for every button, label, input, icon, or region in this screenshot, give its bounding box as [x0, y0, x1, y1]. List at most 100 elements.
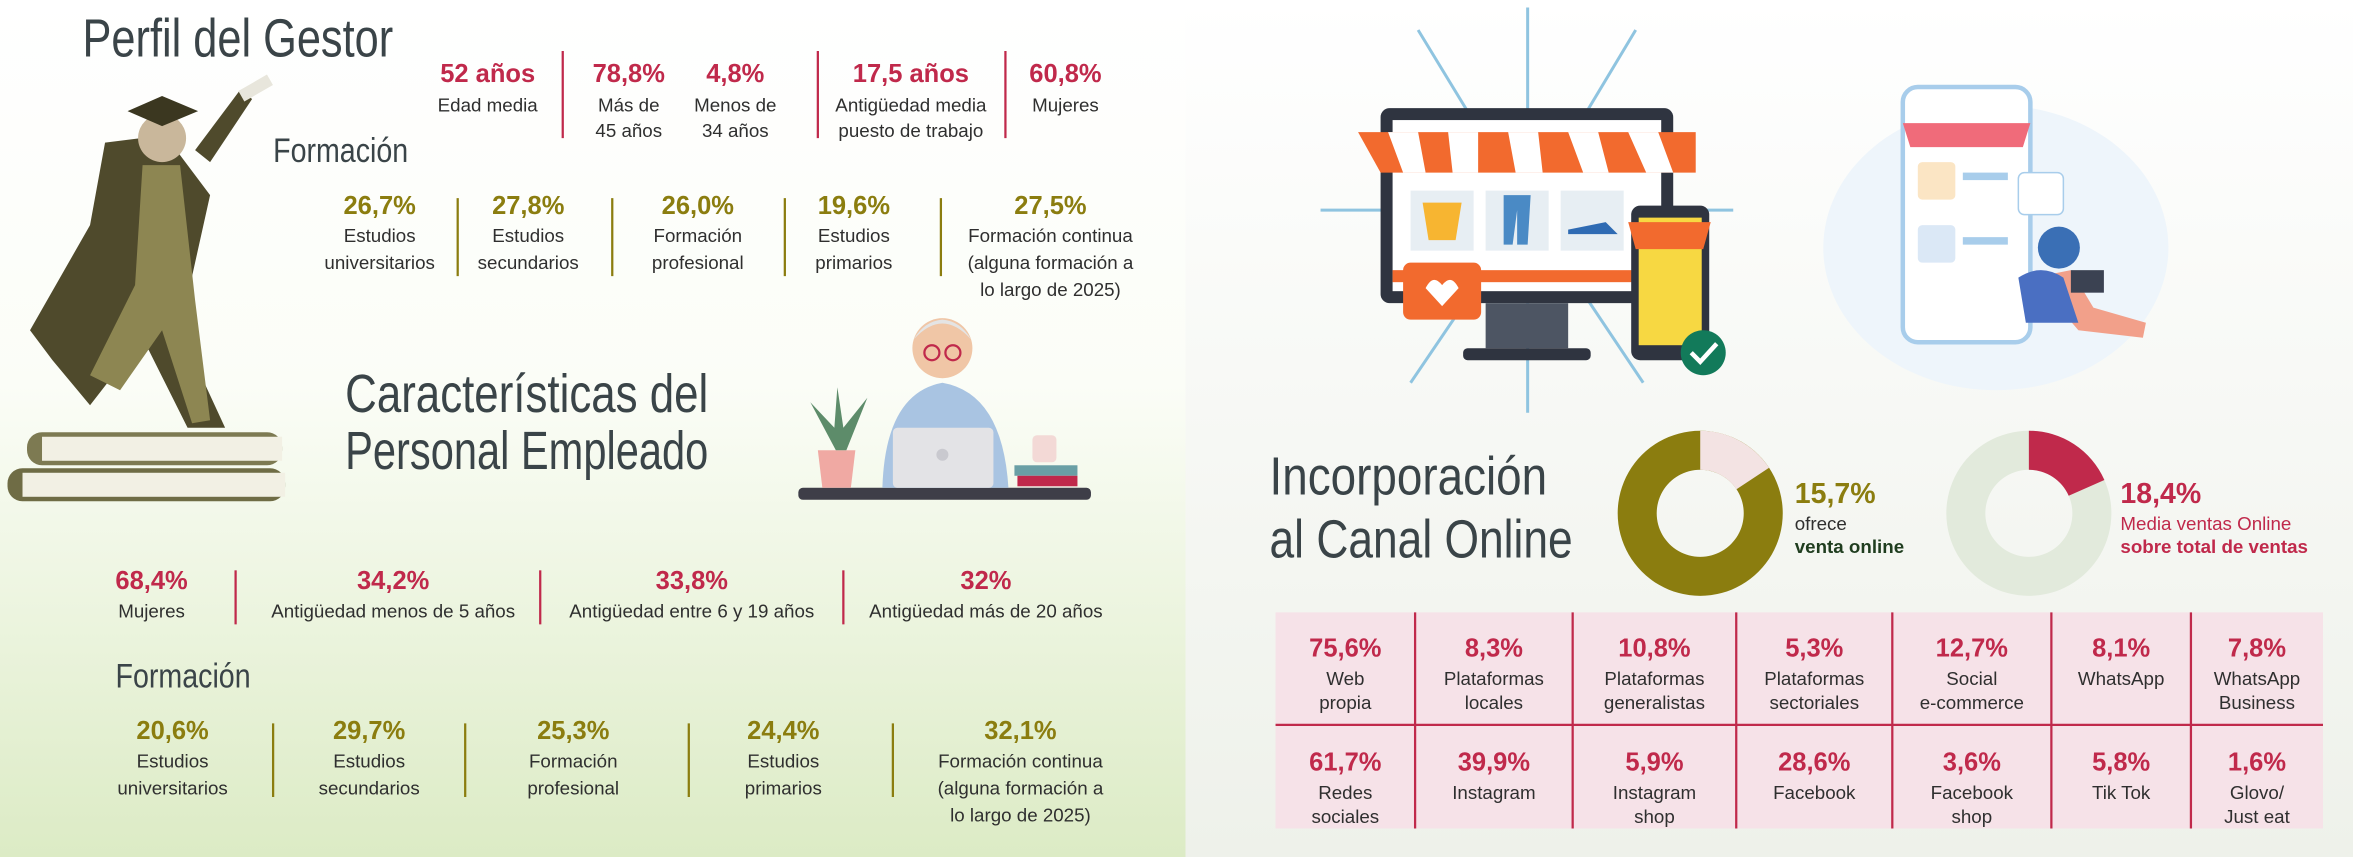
stat-label: universitarios — [117, 777, 227, 798]
phone-illustration — [1823, 84, 2169, 391]
stat-label: Estudios — [492, 225, 564, 246]
stat-value: 26,7% — [344, 192, 416, 220]
stat-value: 32,1% — [984, 717, 1056, 745]
table-label: Facebook — [1773, 782, 1856, 803]
stat-label: (alguna formación a — [938, 777, 1104, 798]
donut-segment — [2028, 430, 2105, 496]
donut-segment — [1700, 430, 1770, 490]
table-value: 1,6% — [2228, 749, 2286, 777]
donut-text: sobre total de ventas — [2120, 536, 2308, 557]
table-value: 7,8% — [2228, 635, 2286, 663]
stat-label: 34 años — [702, 120, 769, 141]
stat-label: Antigüedad media — [835, 95, 987, 116]
table-value: 8,1% — [2092, 635, 2150, 663]
table-label: Plataformas — [1444, 668, 1544, 689]
stat-value: 27,5% — [1014, 192, 1086, 220]
stat-value: 25,3% — [537, 717, 609, 745]
stat-value: 17,5 años — [853, 60, 969, 88]
donut-value: 18,4% — [2120, 478, 2201, 510]
stat-label: secundarios — [319, 777, 420, 798]
stat-value: 4,8% — [706, 60, 764, 88]
donut-text: ofrece — [1795, 513, 1847, 534]
stat-label: secundarios — [478, 252, 579, 273]
section-title: Características del — [345, 364, 708, 424]
stat-value: 19,6% — [818, 192, 890, 220]
table-label: WhatsApp — [2214, 668, 2300, 689]
section-title: al Canal Online — [1270, 510, 1573, 570]
stat-label: Mujeres — [118, 600, 185, 621]
section-title: Perfil del Gestor — [83, 8, 394, 68]
stat-label: profesional — [652, 252, 744, 273]
stat-label: Antigüedad menos de 5 años — [271, 600, 515, 621]
stat-label: puesto de trabajo — [838, 120, 983, 141]
table-label: generalistas — [1604, 692, 1705, 713]
table-label: sociales — [1311, 806, 1379, 827]
table-label: Tik Tok — [2092, 782, 2151, 803]
stat-label: Antigüedad entre 6 y 19 años — [569, 600, 814, 621]
stat-label: Estudios — [818, 225, 890, 246]
stat-label: Estudios — [344, 225, 416, 246]
stat-value: 60,8% — [1029, 60, 1101, 88]
store-monitor — [1358, 108, 1726, 376]
donut-text: venta online — [1795, 536, 1904, 557]
stat-label: Menos de — [694, 95, 776, 116]
table-value: 5,8% — [2092, 749, 2150, 777]
stat-label: Formación continua — [938, 750, 1103, 771]
table-value: 8,3% — [1465, 635, 1523, 663]
table-label: Just eat — [2224, 806, 2290, 827]
subsection-title: Formación — [273, 132, 408, 170]
table-value: 5,9% — [1625, 749, 1683, 777]
stat-label: Formación — [654, 225, 743, 246]
table-label: shop — [1952, 806, 1993, 827]
table-background — [1275, 612, 2323, 829]
stat-value: 20,6% — [136, 717, 208, 745]
stat-label: Edad media — [438, 95, 539, 116]
stat-label: Estudios — [747, 750, 819, 771]
table-value: 75,6% — [1309, 635, 1381, 663]
stat-value: 27,8% — [492, 192, 564, 220]
table-value: 10,8% — [1618, 635, 1690, 663]
stat-value: 68,4% — [115, 567, 187, 595]
stat-label: Formación — [529, 750, 618, 771]
table-label: Glovo/ — [2230, 782, 2285, 803]
stat-label: 45 años — [595, 120, 662, 141]
table-value: 61,7% — [1309, 749, 1381, 777]
table-label: sectoriales — [1769, 692, 1859, 713]
table-label: Web — [1326, 668, 1364, 689]
stat-value: 26,0% — [662, 192, 734, 220]
stat-label: profesional — [527, 777, 619, 798]
table-label: Plataformas — [1764, 668, 1864, 689]
table-label: Instagram — [1613, 782, 1696, 803]
table-label: Facebook — [1931, 782, 2014, 803]
table-value: 39,9% — [1458, 749, 1530, 777]
table-label: WhatsApp — [2078, 668, 2164, 689]
stat-label: universitarios — [324, 252, 434, 273]
stat-label: primarios — [745, 777, 822, 798]
donut-value: 15,7% — [1795, 478, 1876, 510]
stat-label: Más de — [598, 95, 659, 116]
stat-label: Estudios — [333, 750, 405, 771]
table-label: Business — [2219, 692, 2295, 713]
stat-label: (alguna formación a — [968, 252, 1134, 273]
table-label: e-commerce — [1920, 692, 2024, 713]
stat-value: 34,2% — [357, 567, 429, 595]
stat-value: 33,8% — [656, 567, 728, 595]
stat-label: Formación continua — [968, 225, 1133, 246]
stat-value: 24,4% — [747, 717, 819, 745]
table-value: 3,6% — [1943, 749, 2001, 777]
table-label: shop — [1634, 806, 1675, 827]
table-label: Plataformas — [1604, 668, 1704, 689]
stat-label: primarios — [815, 252, 892, 273]
table-label: Instagram — [1452, 782, 1535, 803]
stat-label: Mujeres — [1032, 95, 1099, 116]
stat-value: 52 años — [440, 60, 535, 88]
stat-label: lo largo de 2025) — [950, 804, 1091, 825]
stat-value: 29,7% — [333, 717, 405, 745]
employee-illustration — [798, 318, 1091, 500]
table-label: locales — [1465, 692, 1523, 713]
stat-value: 32% — [960, 567, 1011, 595]
stat-label: Estudios — [137, 750, 209, 771]
table-value: 5,3% — [1785, 635, 1843, 663]
graduate-illustration — [7, 74, 286, 502]
